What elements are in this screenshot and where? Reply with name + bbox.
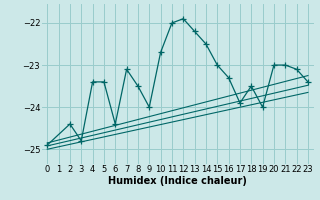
X-axis label: Humidex (Indice chaleur): Humidex (Indice chaleur) — [108, 176, 247, 186]
